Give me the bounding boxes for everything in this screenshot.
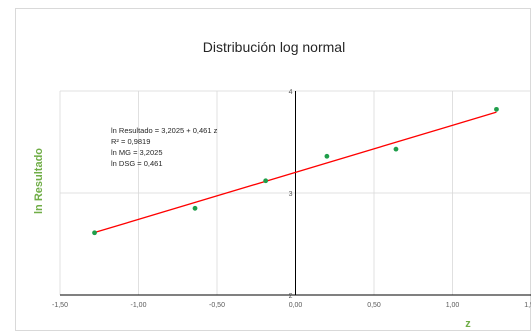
trendline (94, 111, 497, 234)
x-axis-title: z (465, 318, 471, 330)
data-point (192, 205, 198, 211)
annotation-ln-mg: ln MG = 3,2025 (111, 148, 163, 157)
data-point (324, 153, 330, 159)
x-tick-label: 0,00 (289, 302, 303, 309)
regression-annotation: ln Resultado = 3,2025 + 0,461 z R² = 0,9… (111, 126, 218, 168)
trendline-layer (94, 111, 497, 234)
x-tick-label: 0,50 (367, 302, 381, 309)
tick-labels-layer: -1,50 -1,00 -0,50 0,00 0,50 1,00 1,50 2 3 4 (52, 89, 531, 309)
data-point (92, 230, 97, 236)
y-tick-label: 3 (289, 191, 293, 198)
data-point (494, 106, 499, 112)
data-point (393, 146, 399, 152)
x-tick-label: -0,50 (209, 302, 225, 309)
points-layer (92, 106, 499, 236)
x-tick-label: 1,00 (446, 302, 460, 309)
x-tick-label: -1,50 (52, 302, 68, 309)
data-point (263, 178, 269, 184)
annotation-ln-dsg: ln DSG = 0,461 (111, 159, 163, 168)
axes-layer (60, 91, 531, 296)
y-axis-title: ln Resultado (33, 148, 45, 214)
y-tick-label: 2 (289, 293, 293, 300)
y-tick-label: 4 (289, 89, 293, 96)
x-tick-label: 1,50 (524, 302, 531, 309)
annotation-equation: ln Resultado = 3,2025 + 0,461 z (111, 126, 218, 135)
scatter-chart: -1,50 -1,00 -0,50 0,00 0,50 1,00 1,50 2 3 4 Distr… (33, 39, 531, 330)
annotation-r-squared: R² = 0,9819 (111, 137, 150, 146)
chart-title: Distribución log normal (203, 39, 345, 55)
x-tick-label: -1,00 (131, 302, 147, 309)
chart-frame: -1,50 -1,00 -0,50 0,00 0,50 1,00 1,50 2 3 4 Distr… (15, 8, 531, 331)
